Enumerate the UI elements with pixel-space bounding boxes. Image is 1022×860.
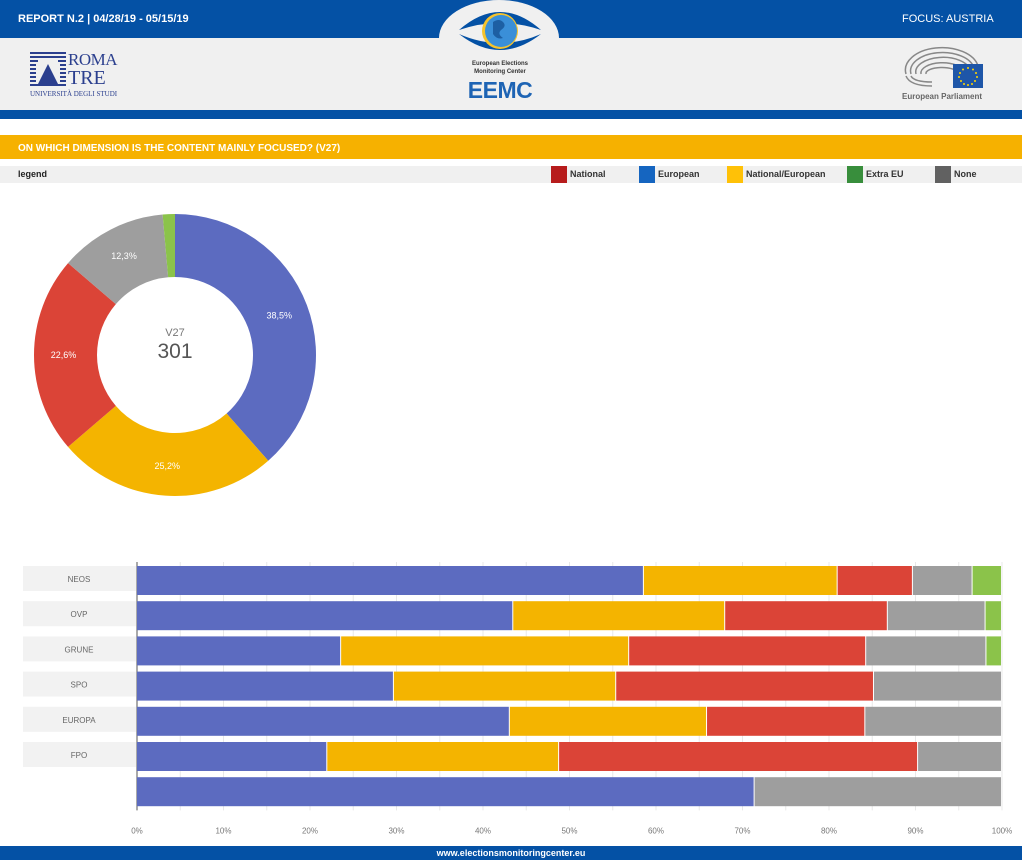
bar-segment-none [865,706,1001,736]
donut-slice-label: 25,2% [155,461,181,471]
roma-tre-line2: TRE [68,67,106,89]
donut-slice-none [68,214,169,305]
x-tick-label: 70% [734,826,750,835]
eemc-caption: European Elections Monitoring Center [455,60,545,76]
x-tick-label: 100% [992,826,1012,835]
category-label: EUROPA [62,716,96,725]
category-label: FPO [71,751,87,760]
x-tick-label: 0% [131,826,143,835]
legend-swatch [551,166,567,183]
category-label-bg [23,636,136,662]
category-label-bg [23,742,136,767]
donut-center-value: 301 [157,340,192,363]
legend-text: None [954,169,977,179]
european-parliament-caption: European Parliament [902,92,983,101]
bar-segment-national-european [513,601,725,631]
focus-label: FOCUS: AUSTRIA [902,13,994,25]
category-label: OVP [71,610,88,619]
eemc-eye-icon [459,12,541,50]
x-tick-label: 40% [475,826,491,835]
x-tick-label: 50% [561,826,577,835]
bar-segment-national-european [393,671,616,701]
donut-center-label: V27 [165,327,185,339]
bar-segment-national-european [341,636,629,666]
bar-segment-national [837,566,912,595]
legend-swatch [727,166,743,183]
footer-url: www.electionsmonitoringcenter.eu [0,846,1022,860]
legend-label: legend [18,169,48,179]
bar-segment-european [137,636,341,666]
legend-text: European [658,169,700,179]
question-title: ON WHICH DIMENSION IS THE CONTENT MAINLY… [0,135,1022,159]
donut-slice-national [34,263,116,447]
bar-segment-european [137,777,754,807]
roma-tre-emblem-icon [30,52,66,86]
bar-segment-extra-eu [972,566,1001,595]
eemc-line2: Monitoring Center [474,69,526,75]
bar-segment-national [559,742,918,771]
category-label: SPO [71,681,88,690]
stacked-bar-chart: NEOS OVP GRUNE SPO EUROPA FPO 0% 10% 20% 30% 40% 5… [23,562,1012,835]
x-tick-label: 90% [907,826,923,835]
legend-text: National [570,169,606,179]
bar-segment-national [725,601,887,631]
eemc-acronym: EEMC [467,77,533,103]
x-tick-label: 30% [388,826,404,835]
x-tick-label: 20% [302,826,318,835]
legend-bar: legend National European National/Europe… [0,166,1022,183]
bar-segment-european [137,601,513,631]
roma-tre-logo: ROMA TRE UNIVERSITÀ DEGLI STUDI [30,50,130,100]
x-tick-label: 80% [821,826,837,835]
bar-segment-none [754,777,1001,807]
header-divider [0,110,1022,119]
bar-segment-none [912,566,972,595]
category-label-bg [23,706,136,732]
report-label: REPORT N.2 | 04/28/19 - 05/15/19 [18,13,189,25]
category-label-bg [23,671,136,697]
roma-tre-line3: UNIVERSITÀ DEGLI STUDI [30,90,118,98]
bar-segment-extra-eu [985,601,1001,631]
bar-segment-national-european [327,742,559,771]
bar-segment-none [918,742,1001,771]
bar-segment-national [629,636,866,666]
donut-slice-extra-eu [162,214,175,278]
donut-slice-label: 38,5% [267,311,293,321]
european-parliament-logo-icon [904,46,983,88]
bar-segment-national-european [643,566,837,595]
legend-swatch [847,166,863,183]
bar-segment-none [873,671,1001,701]
bar-segment-national [707,706,865,736]
donut-slice-european [175,214,316,461]
donut-slice-national-european [68,405,269,496]
bar-segment-national-european [509,706,707,736]
x-tick-label: 60% [648,826,664,835]
bar-segment-european [137,706,509,736]
legend-swatch [935,166,951,183]
bar-segment-none [866,636,986,666]
category-label-bg [23,566,136,591]
bar-segment-none [887,601,985,631]
donut-slice-label: 12,3% [111,251,137,261]
bar-segment-european [137,742,327,771]
legend-text: National/European [746,169,826,179]
x-tick-label: 10% [215,826,231,835]
legend-text: Extra EU [866,169,904,179]
eemc-line1: European Elections [471,61,528,67]
donut-slice-label: 22,6% [51,350,77,360]
bar-segment-extra-eu [986,636,1001,666]
legend-swatch [639,166,655,183]
category-label: NEOS [68,575,91,584]
roma-tre-line1: ROMA [68,50,118,69]
donut-chart: 38,5% 25,2% 22,6% 12,3% V27 301 [34,214,316,496]
bar-segment-european [137,566,643,595]
bar-segment-european [137,671,393,701]
category-label: GRUNE [65,645,94,654]
category-label-bg [23,601,136,627]
bar-segment-national [616,671,873,701]
